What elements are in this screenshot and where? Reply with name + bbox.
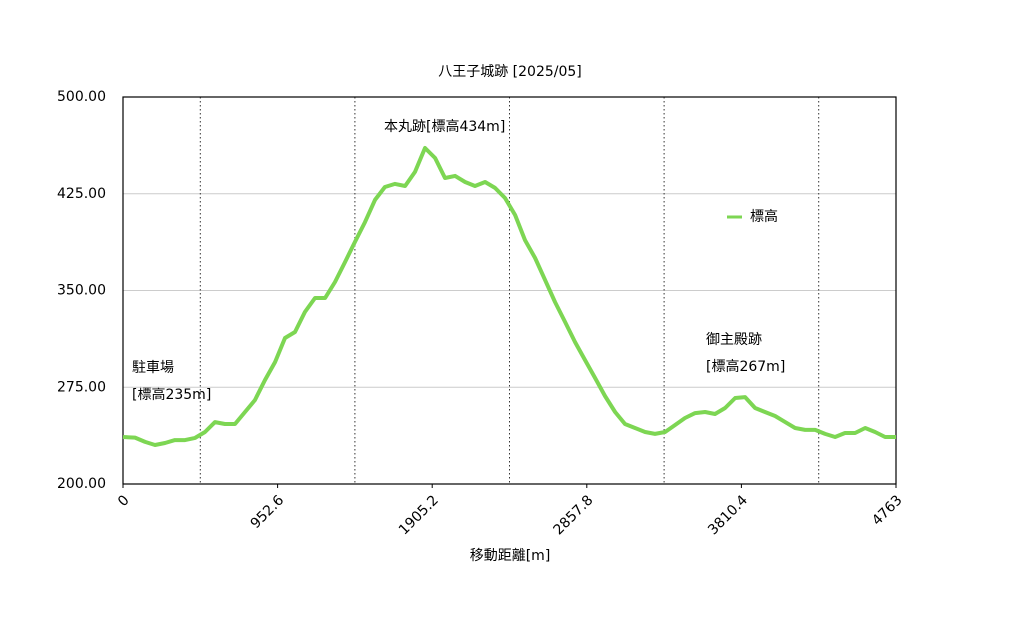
y-tick-label: 425.00 (57, 186, 106, 202)
x-tick-label: 952.6 (248, 492, 288, 532)
line-series (122, 146, 896, 447)
y-tick-label: 275.00 (57, 379, 106, 395)
x-tick-label: 4763 (869, 492, 906, 529)
chart-title: 八王子城跡 [2025/05] (438, 64, 582, 80)
annotation: 本丸跡[標高434m] (384, 118, 505, 135)
y-tick-label: 200.00 (57, 476, 106, 492)
x-tick-label: 3810.4 (705, 492, 751, 538)
x-tick-label: 0 (115, 492, 133, 510)
legend-label: 標高 (750, 208, 778, 225)
y-tick-label: 350.00 (57, 283, 106, 299)
annotation: 御主殿跡 (706, 332, 762, 348)
y-tick-label: 500.00 (57, 89, 106, 105)
annotation: [標高267m] (706, 358, 785, 375)
plot-border (122, 96, 897, 485)
x-tick-label: 2857.8 (550, 492, 596, 538)
annotation: 駐車場 (132, 359, 174, 376)
annotation: [標高235m] (132, 386, 211, 403)
x-axis-label: 移動距離[m] (470, 547, 551, 564)
x-tick-label: 1905.2 (396, 492, 442, 538)
